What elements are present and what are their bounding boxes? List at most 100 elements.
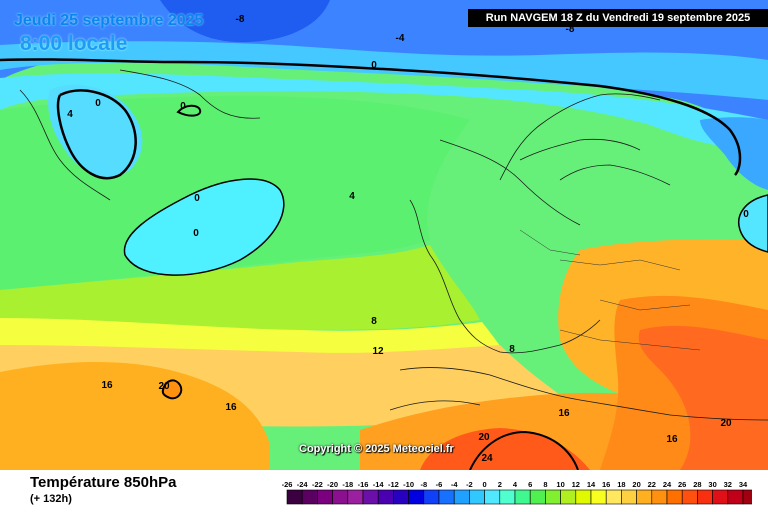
forecast-date: Jeudi 25 septembre 2025 — [14, 12, 204, 29]
scale-swatch — [636, 489, 653, 505]
scale-tick-label: 22 — [648, 480, 656, 489]
contour-label: 12 — [372, 346, 384, 357]
scale-tick-label: 8 — [543, 480, 547, 489]
scale-swatch — [605, 489, 622, 505]
contour-label: 20 — [720, 418, 732, 429]
scale-tick-label: 26 — [678, 480, 686, 489]
scale-tick-label: -24 — [297, 480, 309, 489]
contour-label: 0 — [371, 60, 377, 71]
scale-swatch — [317, 489, 333, 505]
parameter-title: Température 850hPa — [30, 474, 177, 491]
contour-label: 16 — [558, 408, 570, 419]
contour-label: 8 — [509, 344, 515, 355]
scale-tick-label: -14 — [373, 480, 385, 489]
scale-swatch — [742, 489, 752, 505]
scale-tick-label: -10 — [403, 480, 414, 489]
scale-tick-label: 6 — [528, 480, 532, 489]
scale-tick-label: 16 — [602, 480, 610, 489]
scale-swatch — [590, 489, 607, 505]
scale-swatch — [560, 489, 577, 505]
contour-label: 0 — [95, 98, 101, 109]
border-lines — [519, 229, 701, 351]
scale-swatch — [332, 489, 349, 505]
isotherm-small-loop — [176, 104, 202, 117]
cold-pool-east — [738, 194, 768, 253]
scale-swatch — [453, 489, 470, 505]
contour-label: 0 — [180, 101, 186, 112]
contour-label: 0 — [194, 193, 200, 204]
scale-tick-label: 32 — [724, 480, 732, 489]
scale-tick-label: 34 — [739, 480, 748, 489]
band-cold-blue — [0, 0, 768, 140]
scale-swatch — [423, 489, 440, 505]
warm-cell — [161, 379, 183, 400]
scale-tick-label: 14 — [587, 480, 596, 489]
contour-label: 0 — [193, 228, 199, 239]
contour-label: 0 — [743, 209, 749, 220]
contour-label: 16 — [225, 402, 237, 413]
scale-swatch — [408, 489, 425, 505]
scale-tick-label: 18 — [617, 480, 625, 489]
scale-swatch — [499, 489, 516, 505]
coastline-greenland — [19, 69, 261, 201]
scale-swatch — [393, 489, 409, 505]
scale-swatch — [469, 489, 485, 505]
scale-tick-label: -20 — [327, 480, 338, 489]
scale-swatch — [712, 489, 729, 505]
scale-tick-label: 30 — [708, 480, 716, 489]
forecast-offset: (+ 132h) — [30, 493, 72, 505]
scale-swatch — [514, 489, 531, 505]
scale-tick-label: -22 — [312, 480, 323, 489]
scale-tick-label: 12 — [572, 480, 580, 489]
band-deep-blue — [160, 0, 330, 43]
contour-label: 24 — [481, 453, 493, 464]
contour-label: -8 — [236, 14, 245, 25]
scale-swatch — [681, 489, 698, 505]
cold-pool-atlantic — [123, 178, 285, 276]
coastline-mediterranean — [389, 367, 768, 421]
band-red-east — [638, 325, 768, 470]
contour-label: 16 — [101, 380, 113, 391]
isotherm-zero — [0, 58, 742, 176]
forecast-time: 8:00 locale — [20, 32, 128, 55]
scale-tick-label: 10 — [556, 480, 564, 489]
scale-swatch — [575, 489, 592, 505]
scale-tick-label: 0 — [483, 480, 487, 489]
contour-label: 16 — [666, 434, 678, 445]
scale-swatch — [727, 489, 744, 505]
contour-label: 4 — [67, 109, 73, 120]
scale-swatch — [362, 489, 379, 505]
coastline-europe — [409, 138, 641, 354]
model-run-label: Run NAVGEM 18 Z du Vendredi 19 septembre… — [468, 9, 768, 27]
isotherm-greenland — [56, 89, 137, 180]
scale-swatch — [347, 489, 364, 505]
scale-swatch — [438, 489, 455, 505]
scale-swatch — [697, 489, 713, 505]
scale-tick-label: 28 — [693, 480, 701, 489]
color-scale: -26 -24 -22 -20 -18 -16 -14 -12 -10 -8 -6 -4 -2 0 2 4 6 8… — [282, 480, 752, 505]
scale-swatch — [651, 489, 668, 505]
band-cyan-north — [0, 41, 768, 100]
scale-tick-label: 20 — [632, 480, 640, 489]
scale-tick-label: 24 — [663, 480, 672, 489]
scale-swatch — [621, 489, 637, 505]
scale-tick-label: -18 — [342, 480, 353, 489]
scale-swatch — [286, 489, 303, 505]
cold-pool-northeast — [700, 117, 768, 190]
scale-tick-label: -12 — [388, 480, 399, 489]
scale-tick-label: -4 — [451, 480, 458, 489]
scale-swatch — [545, 489, 561, 505]
scale-swatch — [484, 489, 501, 505]
band-yellow-green — [0, 245, 480, 330]
scale-swatch — [301, 489, 318, 505]
scale-tick-label: -26 — [282, 480, 292, 489]
scale-tick-label: -16 — [358, 480, 369, 489]
scale-swatch — [377, 489, 394, 505]
contour-label: 4 — [349, 191, 355, 202]
contour-label: 20 — [478, 432, 490, 443]
scale-tick-label: -6 — [436, 480, 443, 489]
copyright-notice: Copyright © 2025 Meteociel.fr — [299, 443, 454, 455]
contour-label: -4 — [396, 33, 405, 44]
scale-tick-label: -2 — [466, 480, 473, 489]
scale-tick-label: -8 — [420, 480, 427, 489]
